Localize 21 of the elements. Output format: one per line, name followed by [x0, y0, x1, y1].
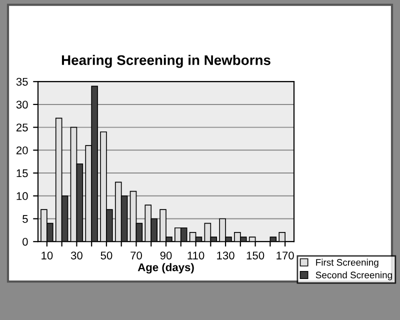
x-tick-label: 130 [217, 252, 234, 260]
legend-label: First Screening [316, 258, 378, 268]
x-tick-label: 90 [160, 252, 172, 260]
x-tick-label: 170 [276, 252, 294, 260]
x-tick-label: 10 [42, 252, 53, 260]
x-tick-label: 50 [100, 252, 112, 260]
x-axis-title: Age (days) [138, 263, 194, 274]
chart-title: Hearing Screening in Newborns [62, 54, 270, 68]
x-tick-label: 70 [130, 252, 142, 260]
y-tick-label: 0 [22, 238, 28, 246]
y-tick-label: 5 [22, 215, 28, 223]
y-tick-label: 15 [16, 169, 28, 178]
legend-label: Second Screening [316, 271, 392, 280]
y-tick-label: 30 [16, 100, 28, 109]
x-tick-label: 30 [70, 252, 82, 260]
x-tick-label: 110 [188, 252, 204, 260]
y-tick-label: 35 [16, 78, 28, 86]
y-tick-label: 25 [16, 124, 28, 132]
y-tick-label: 20 [16, 146, 28, 154]
x-tick-label: 150 [246, 252, 264, 260]
y-tick-label: 10 [16, 192, 28, 200]
